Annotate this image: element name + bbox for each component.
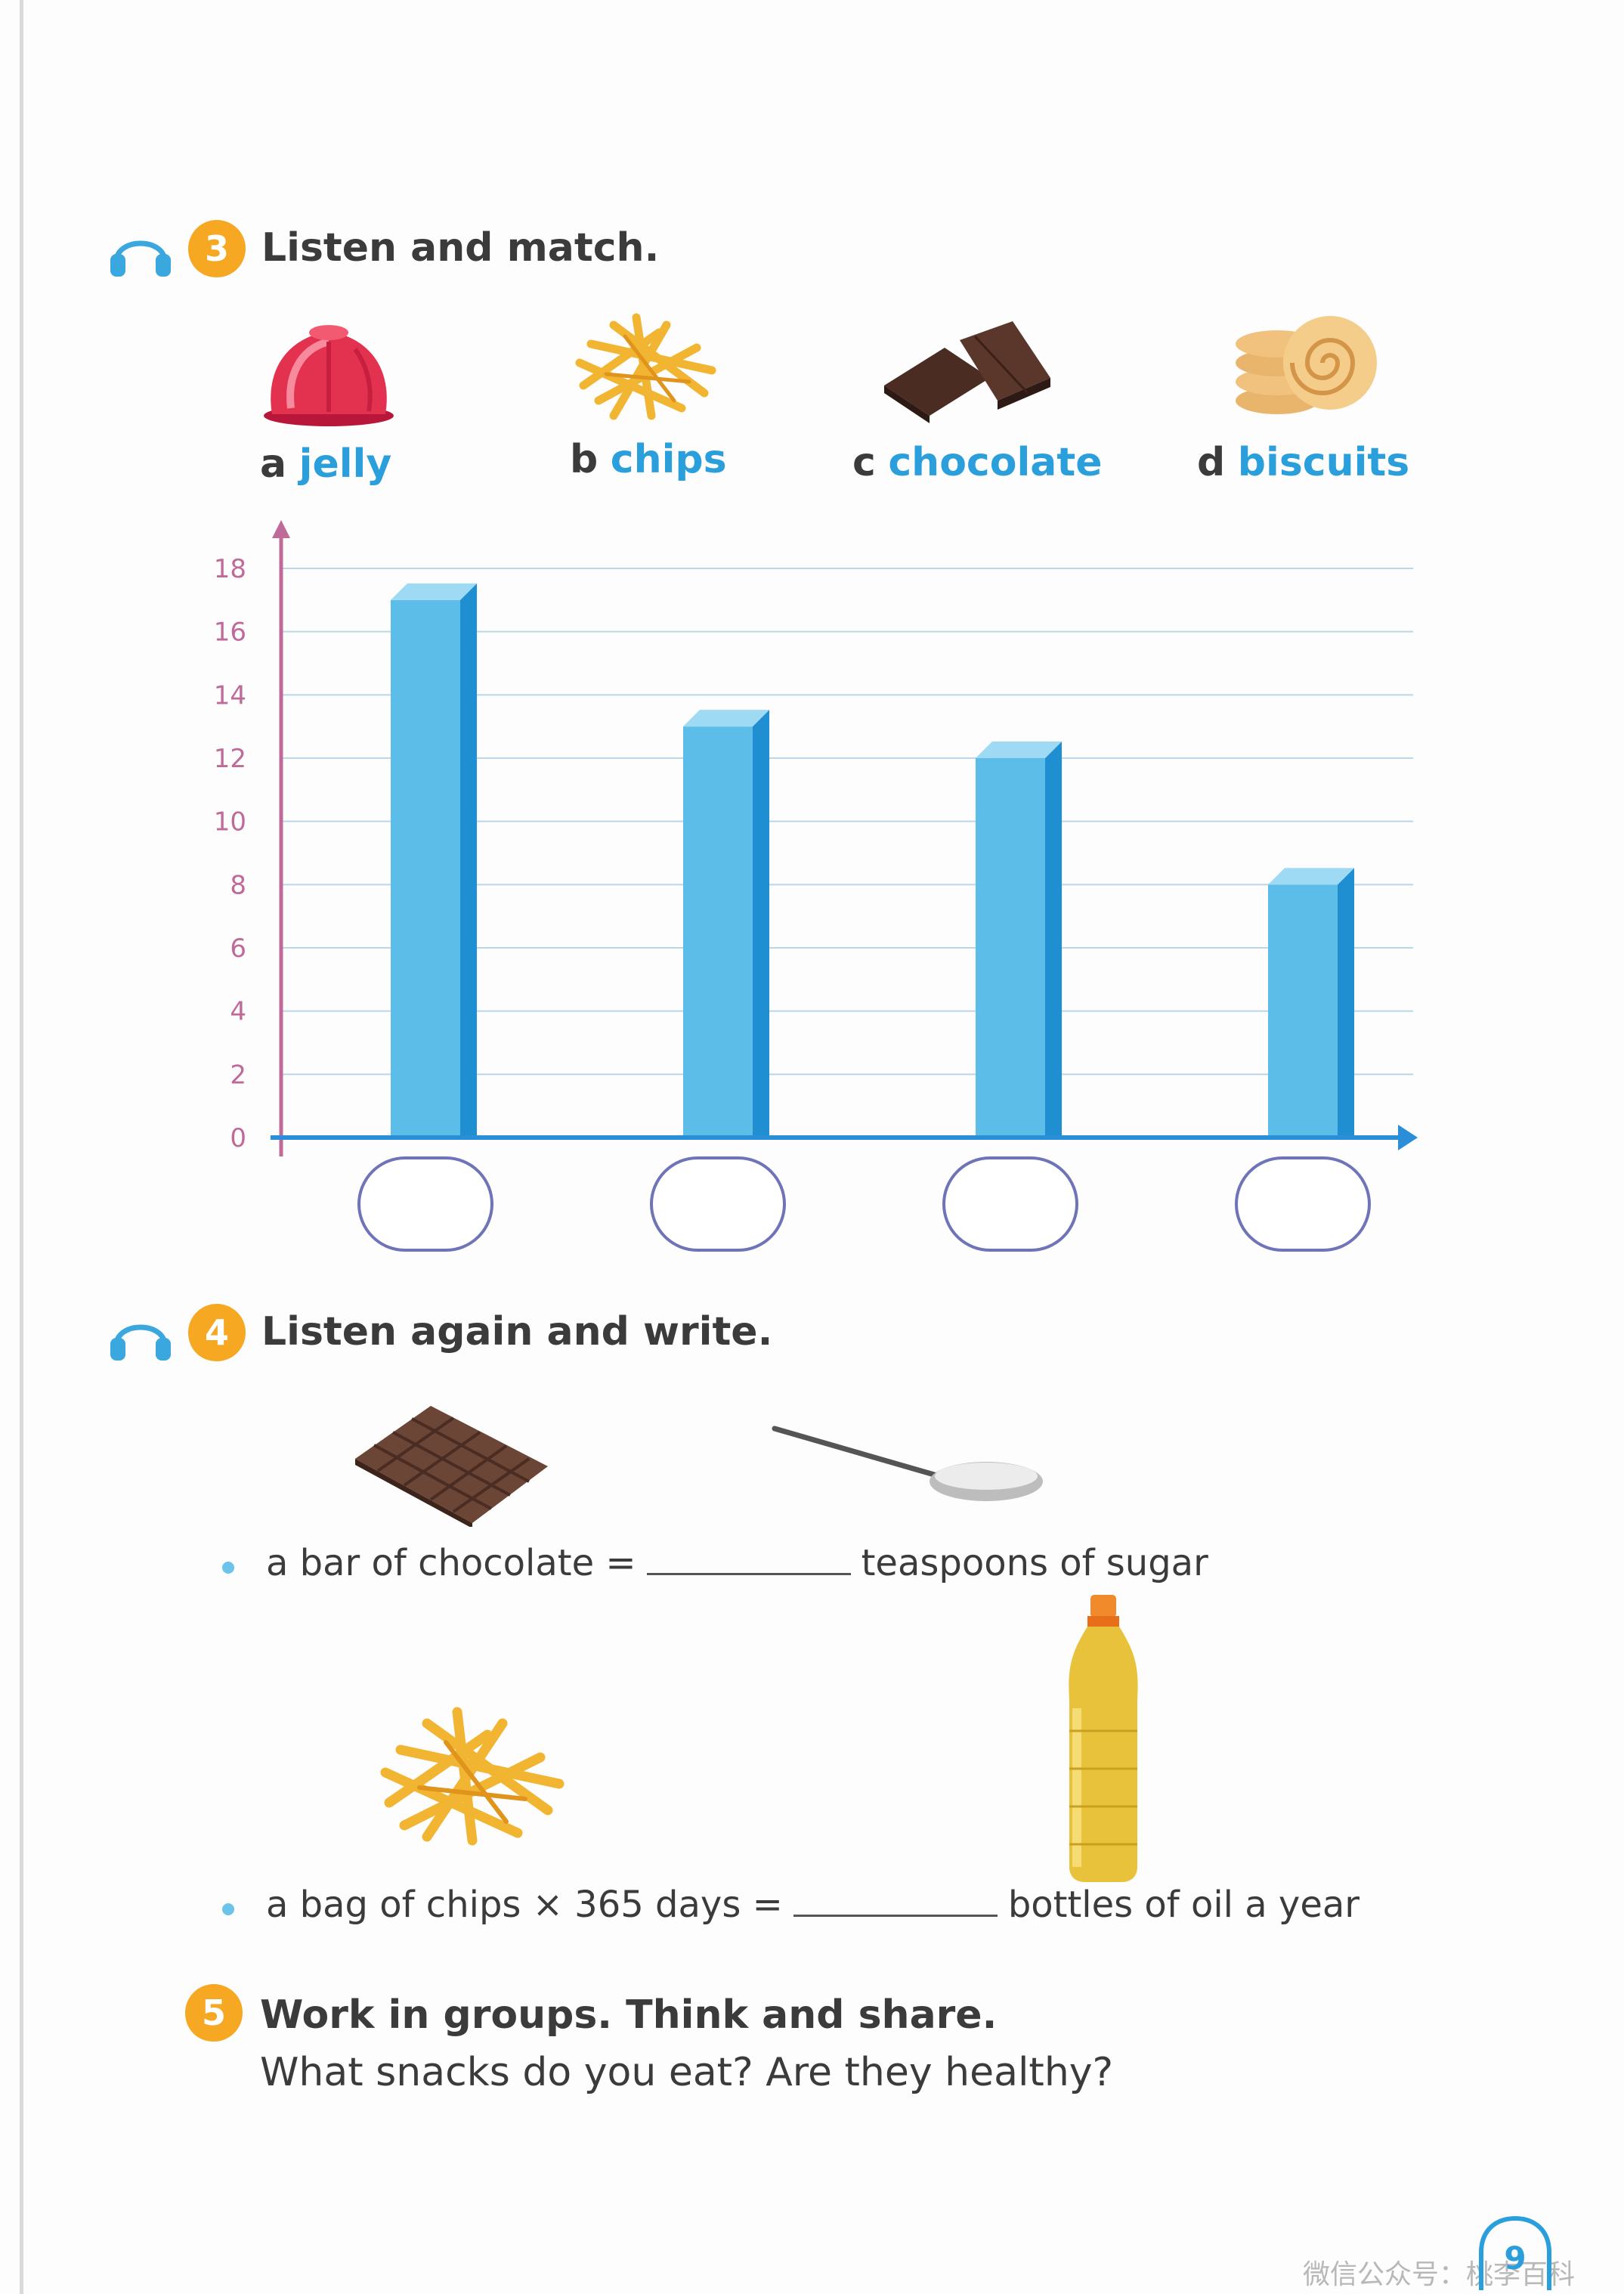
chocolate-image [884, 321, 1050, 423]
food-word: chocolate [888, 440, 1103, 485]
oil-bottle-image [1069, 1595, 1138, 1882]
teaspoon-sugar-image [772, 1426, 1043, 1501]
y-tick-label: 6 [230, 933, 246, 964]
headphones-icon[interactable] [106, 1308, 175, 1362]
food-label-chips: b chips [570, 437, 727, 482]
y-tick-label: 4 [230, 997, 246, 1027]
chips-image [575, 313, 716, 420]
food-letter: b [570, 437, 599, 482]
food-label-jelly: a jelly [260, 441, 391, 487]
headphones-icon[interactable] [106, 224, 175, 278]
food-letter: c [852, 440, 876, 485]
sentence-after: bottles of oil a year [1007, 1884, 1360, 1926]
chocolate-bar-image [355, 1406, 548, 1527]
answer-oval[interactable] [1235, 1156, 1371, 1252]
section4-number: 4 [205, 1312, 229, 1353]
y-tick-label: 8 [230, 870, 246, 900]
sentence-chips: a bag of chips × 365 days = bottles of oi… [266, 1884, 1360, 1926]
answer-ovals [357, 1156, 1371, 1252]
number-badge-icon: 3 [188, 220, 246, 277]
sentence-chocolate: a bar of chocolate = teaspoons of sugar [266, 1542, 1208, 1584]
sentence-after: teaspoons of sugar [861, 1542, 1208, 1584]
section3-number: 3 [205, 228, 229, 269]
jelly-image [264, 325, 394, 426]
number-badge-icon: 4 [188, 1304, 246, 1361]
bullet-icon [222, 1562, 234, 1574]
answer-oval[interactable] [942, 1156, 1078, 1252]
food-letter: a [260, 441, 287, 487]
answer-oval[interactable] [357, 1156, 493, 1252]
section5-subtitle: What snacks do you eat? Are they healthy… [260, 2050, 1114, 2095]
sentence-before: a bar of chocolate = [266, 1542, 636, 1584]
y-tick-label: 16 [214, 618, 246, 648]
sentence-before: a bag of chips × 365 days = [266, 1884, 783, 1926]
bullet-icon [222, 1903, 234, 1915]
food-word: biscuits [1237, 440, 1410, 485]
y-tick-label: 18 [214, 554, 246, 584]
y-tick-labels: 0 2 4 6 8 10 12 14 16 18 [214, 554, 246, 1153]
y-tick-label: 10 [214, 807, 246, 837]
x-axis-arrow [1398, 1125, 1418, 1150]
food-word: chips [610, 437, 727, 482]
y-axis-arrow [272, 520, 290, 538]
bar [976, 741, 1062, 1138]
chips-bag-image [380, 1707, 565, 1846]
food-label-biscuits: d biscuits [1197, 440, 1409, 485]
biscuits-image [1236, 316, 1377, 414]
page-edge [20, 0, 23, 2294]
page-number: 9 [1504, 2240, 1526, 2277]
section4-title: Listen again and write. [261, 1309, 773, 1354]
y-tick-label: 14 [214, 680, 246, 710]
answer-oval[interactable] [650, 1156, 786, 1252]
watermark: 微信公众号：桃李百科 [1303, 2259, 1576, 2290]
page-number-badge: 9 [1479, 2215, 1551, 2290]
food-letter: d [1197, 440, 1226, 485]
bar [683, 710, 769, 1138]
bar-chart: 0 2 4 6 8 10 12 14 16 18 [214, 520, 1418, 1252]
blank-oil-answer[interactable] [793, 1907, 998, 1917]
blank-sugar-answer[interactable] [646, 1565, 851, 1575]
y-tick-label: 12 [214, 744, 246, 774]
chart-bars [391, 583, 1354, 1138]
number-badge-icon: 5 [185, 1984, 243, 2042]
y-tick-label: 0 [230, 1123, 246, 1153]
section5-number: 5 [202, 1992, 226, 2033]
section3-title: Listen and match. [261, 225, 660, 271]
food-label-chocolate: c chocolate [852, 440, 1103, 485]
bar [391, 583, 477, 1138]
bar [1268, 868, 1354, 1138]
y-tick-label: 2 [230, 1060, 246, 1090]
food-word: jelly [299, 441, 392, 487]
section5-title: Work in groups. Think and share. [260, 1992, 998, 2038]
